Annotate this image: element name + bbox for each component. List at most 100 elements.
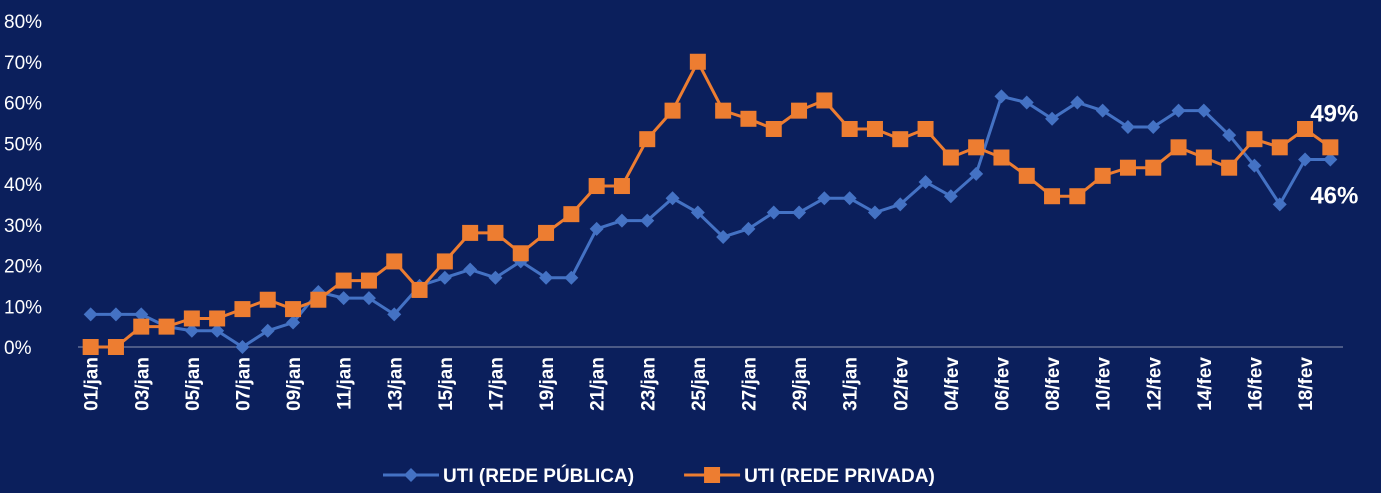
y-tick-label: 10% bbox=[4, 297, 42, 318]
data-point bbox=[765, 120, 782, 137]
data-point bbox=[463, 262, 478, 277]
data-point bbox=[665, 191, 680, 206]
data-point bbox=[867, 205, 882, 220]
data-point bbox=[689, 53, 706, 70]
y-tick-label: 80% bbox=[4, 12, 42, 33]
x-tick-label: 08/fev bbox=[1043, 357, 1064, 411]
data-point bbox=[210, 323, 225, 338]
series-line bbox=[90, 58, 1332, 349]
data-point bbox=[917, 120, 934, 137]
data-point bbox=[841, 120, 858, 137]
data-point bbox=[766, 205, 781, 220]
data-point bbox=[134, 307, 149, 322]
data-point bbox=[336, 291, 351, 306]
y-tick-label: 0% bbox=[4, 338, 32, 359]
x-tick-label: 13/jan bbox=[385, 357, 406, 411]
data-point bbox=[107, 339, 124, 355]
x-tick-label: 12/fev bbox=[1144, 357, 1165, 411]
data-point bbox=[386, 253, 403, 270]
data-point bbox=[1019, 95, 1034, 110]
legend-marker bbox=[704, 467, 721, 483]
data-point bbox=[1323, 152, 1338, 167]
y-tick-label: 50% bbox=[4, 134, 42, 155]
data-point bbox=[613, 178, 630, 195]
data-point bbox=[690, 205, 705, 220]
x-tick-label: 23/jan bbox=[638, 357, 659, 411]
data-point bbox=[235, 340, 250, 354]
data-point bbox=[184, 323, 199, 338]
data-point bbox=[1095, 103, 1110, 118]
data-point bbox=[387, 307, 402, 322]
legend-label: UTI (REDE PRIVADA) bbox=[744, 466, 935, 487]
data-point bbox=[1094, 167, 1111, 184]
data-point bbox=[488, 270, 503, 285]
data-point bbox=[335, 272, 352, 289]
x-tick-label: 19/jan bbox=[537, 357, 558, 411]
x-tick-label: 01/jan bbox=[82, 357, 103, 411]
data-point bbox=[994, 89, 1009, 104]
data-point bbox=[436, 253, 453, 270]
data-point bbox=[286, 315, 301, 330]
data-point bbox=[539, 270, 554, 285]
legend-label: UTI (REDE PÚBLICA) bbox=[443, 465, 634, 487]
x-tick-label: 15/jan bbox=[436, 357, 457, 411]
data-point bbox=[83, 307, 98, 322]
x-tick-label: 02/fev bbox=[891, 357, 912, 411]
y-tick-label: 40% bbox=[4, 175, 42, 196]
y-tick-label: 70% bbox=[4, 53, 42, 74]
data-point bbox=[817, 191, 832, 206]
x-tick-label: 31/jan bbox=[841, 357, 862, 411]
data-point bbox=[538, 224, 555, 241]
data-point bbox=[108, 307, 123, 322]
data-point bbox=[816, 92, 833, 109]
data-point bbox=[1170, 139, 1187, 156]
x-tick-label: 18/fev bbox=[1296, 357, 1317, 411]
data-point bbox=[1069, 188, 1086, 205]
data-point bbox=[209, 310, 226, 327]
data-point bbox=[82, 339, 99, 355]
data-point bbox=[1196, 103, 1211, 118]
data-point bbox=[741, 221, 756, 236]
data-point bbox=[969, 166, 984, 181]
data-point bbox=[893, 197, 908, 212]
data-point bbox=[1195, 149, 1212, 166]
data-point bbox=[411, 281, 428, 298]
data-point bbox=[1246, 131, 1263, 148]
data-point bbox=[462, 224, 479, 241]
data-point bbox=[158, 318, 175, 335]
data-point bbox=[310, 291, 327, 308]
data-point bbox=[1221, 159, 1238, 176]
series-line bbox=[90, 94, 1331, 349]
data-point bbox=[1120, 119, 1135, 134]
data-point bbox=[259, 291, 276, 308]
data-point bbox=[234, 301, 251, 318]
data-point bbox=[588, 178, 605, 195]
data-point bbox=[1271, 139, 1288, 156]
data-point bbox=[740, 110, 757, 127]
x-tick-label: 16/fev bbox=[1245, 357, 1266, 411]
x-tick-label: 05/jan bbox=[183, 357, 204, 411]
data-point bbox=[564, 270, 579, 285]
data-point bbox=[1322, 139, 1339, 156]
data-point bbox=[842, 191, 857, 206]
x-tick-label: 29/jan bbox=[790, 357, 811, 411]
x-tick-label: 07/jan bbox=[233, 357, 254, 411]
data-point bbox=[513, 254, 528, 269]
data-point bbox=[943, 189, 958, 204]
data-point bbox=[437, 270, 452, 285]
x-tick-label: 10/fev bbox=[1094, 357, 1115, 411]
x-tick-label: 21/jan bbox=[588, 357, 609, 411]
x-tick-label: 06/fev bbox=[992, 357, 1013, 411]
legend-item: UTI (REDE PÚBLICA) bbox=[383, 465, 634, 487]
data-point bbox=[640, 213, 655, 228]
x-tick-label: 17/jan bbox=[486, 357, 507, 411]
x-tick-label: 04/fev bbox=[942, 357, 963, 411]
y-tick-label: 20% bbox=[4, 257, 42, 278]
data-point bbox=[360, 272, 377, 289]
x-tick-label: 09/jan bbox=[284, 357, 305, 411]
data-point bbox=[1247, 158, 1262, 173]
data-point bbox=[133, 318, 150, 335]
data-point bbox=[993, 149, 1010, 166]
data-point bbox=[285, 301, 302, 318]
data-point bbox=[1045, 111, 1060, 126]
